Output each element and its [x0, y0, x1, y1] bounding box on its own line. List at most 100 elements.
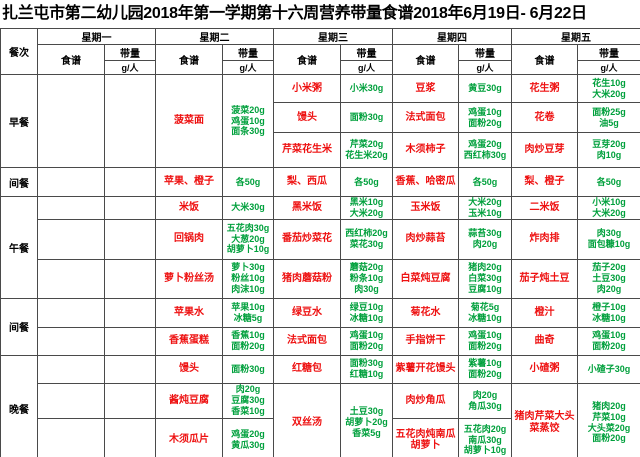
recipe-header: 食谱: [155, 44, 223, 75]
dish-cell-empty: [37, 326, 105, 356]
dish-cell: 肉炒蒜苔: [392, 218, 459, 260]
qty-cell: 面粉25g 油5g: [577, 102, 640, 133]
qty-cell: 面粉30g 红糖10g: [340, 354, 393, 384]
qty-cell: 菠菜20g 鸡蛋10g 面条30g: [222, 74, 274, 168]
page-title: 扎兰屯市第二幼儿园2018年第一学期第十六周营养带量食谱2018年6月19日- …: [2, 5, 587, 22]
meal-label-snack2: 间餐: [0, 297, 38, 356]
qty-cell: 各50g: [577, 167, 640, 197]
qty-cell: 面粉30g: [222, 354, 274, 384]
qty-cell: 紫薯10g 面粉20g: [458, 354, 512, 384]
dish-cell: 木须柿子: [392, 132, 459, 168]
dish-cell: 肉炒角瓜: [392, 382, 459, 419]
unit-header: g/人: [222, 60, 274, 75]
recipe-header: 食谱: [273, 44, 341, 75]
dish-cell: 馒头: [155, 354, 223, 384]
qty-cell: 蒜苔30g 肉20g: [458, 218, 512, 260]
dish-cell: 白菜炖豆腐: [392, 258, 459, 299]
qty-cell: 小米30g: [340, 74, 393, 103]
quantity-header: 带量: [104, 44, 156, 61]
day-header-wednesday: 星期三: [273, 28, 393, 45]
dish-cell-empty: [37, 382, 105, 419]
qty-cell: 五花肉30g 大葱20g 胡萝卜10g: [222, 218, 274, 260]
qty-cell: 鸡蛋10g 面粉20g: [577, 326, 640, 356]
dish-cell: 黑米饭: [273, 196, 341, 220]
dish-cell-empty: [37, 74, 105, 168]
recipe-header: 食谱: [37, 44, 105, 75]
meal-label-dinner: 晚餐: [0, 354, 38, 457]
dish-cell: 苹果、橙子: [155, 167, 223, 197]
qty-cell-empty: [104, 297, 156, 328]
qty-cell: 西红柿20g 菜花30g: [340, 218, 393, 260]
qty-cell: 鸡蛋20g 西红柿30g: [458, 132, 512, 168]
dish-cell: 肉炒豆芽: [511, 132, 578, 168]
dish-cell: 二米饭: [511, 196, 578, 220]
qty-cell-empty: [104, 167, 156, 197]
day-header-tuesday: 星期二: [155, 28, 274, 45]
dish-cell: 豆浆: [392, 74, 459, 103]
dish-cell: 芹菜花生米: [273, 132, 341, 168]
qty-cell: 猪肉20g 芹菜10g 大头菜20g 面粉20g: [577, 382, 640, 457]
quantity-header: 带量: [340, 44, 393, 61]
dish-cell: 橙汁: [511, 297, 578, 328]
day-header-thursday: 星期四: [392, 28, 512, 45]
dish-cell: 绿豆水: [273, 297, 341, 328]
qty-cell: 五花肉20g 南瓜30g 胡萝卜10g: [458, 417, 512, 457]
dish-cell: 酱炖豆腐: [155, 382, 223, 419]
dish-cell: 馒头: [273, 102, 341, 133]
qty-cell: 鸡蛋10g 面粉20g: [458, 326, 512, 356]
dish-cell: 法式面包: [273, 326, 341, 356]
dish-cell: 花卷: [511, 102, 578, 133]
dish-cell: 菠菜面: [155, 74, 223, 168]
dish-cell: 手指饼干: [392, 326, 459, 356]
dish-cell: 茄子炖土豆: [511, 258, 578, 299]
qty-cell: 鸡蛋20g 黄瓜30g: [222, 417, 274, 457]
qty-cell: 绿豆10g 冰糖10g: [340, 297, 393, 328]
qty-cell: 茄子20g 土豆30g 肉20g: [577, 258, 640, 299]
dish-cell: 玉米饭: [392, 196, 459, 220]
dish-cell: 回锅肉: [155, 218, 223, 260]
quantity-header: 带量: [222, 44, 274, 61]
qty-cell: 香蕉10g 面粉20g: [222, 326, 274, 356]
qty-cell: 各50g: [222, 167, 274, 197]
dish-cell: 红糖包: [273, 354, 341, 384]
qty-cell: 黄豆30g: [458, 74, 512, 103]
qty-cell: 各50g: [340, 167, 393, 197]
dish-cell-empty: [37, 218, 105, 260]
qty-cell: 鸡蛋10g 面粉20g: [340, 326, 393, 356]
dish-cell: 双丝汤: [273, 382, 341, 457]
dish-cell: 木须瓜片: [155, 417, 223, 457]
dish-cell: 梨、橙子: [511, 167, 578, 197]
dish-cell-empty: [37, 167, 105, 197]
qty-cell: 花生10g 大米20g: [577, 74, 640, 103]
meal-label-lunch: 午餐: [0, 196, 38, 299]
qty-cell: 土豆30g 胡萝卜20g 香菜5g: [340, 382, 393, 457]
dish-cell: 小米粥: [273, 74, 341, 103]
dish-cell-empty: [37, 258, 105, 299]
dish-cell: 法式面包: [392, 102, 459, 133]
qty-cell: 豆芽20g 肉10g: [577, 132, 640, 168]
qty-cell: 苹果10g 冰糖5g: [222, 297, 274, 328]
qty-cell-empty: [104, 382, 156, 419]
day-header-friday: 星期五: [511, 28, 640, 45]
quantity-header: 带量: [577, 44, 640, 61]
qty-cell: 黑米10g 大米20g: [340, 196, 393, 220]
qty-cell: 猪肉20g 白菜30g 豆腐10g: [458, 258, 512, 299]
dish-cell: 苹果水: [155, 297, 223, 328]
qty-cell: 面粉30g: [340, 102, 393, 133]
meal-label-breakfast: 早餐: [0, 74, 38, 168]
dish-cell-empty: [37, 297, 105, 328]
qty-cell-empty: [104, 326, 156, 356]
dish-cell: 梨、西瓜: [273, 167, 341, 197]
qty-cell: 蘑菇20g 粉条10g 肉30g: [340, 258, 393, 299]
dish-cell: 猪肉芹菜大头菜蒸饺: [511, 382, 578, 457]
qty-cell-empty: [104, 196, 156, 220]
qty-cell-empty: [104, 417, 156, 457]
dish-cell: 炸肉排: [511, 218, 578, 260]
qty-cell: 大米20g 玉米10g: [458, 196, 512, 220]
qty-cell: 肉20g 角瓜30g: [458, 382, 512, 419]
qty-cell: 橙子10g 冰糖10g: [577, 297, 640, 328]
dish-cell: 猪肉蘑菇粉: [273, 258, 341, 299]
dish-cell-empty: [37, 417, 105, 457]
qty-cell-empty: [104, 218, 156, 260]
